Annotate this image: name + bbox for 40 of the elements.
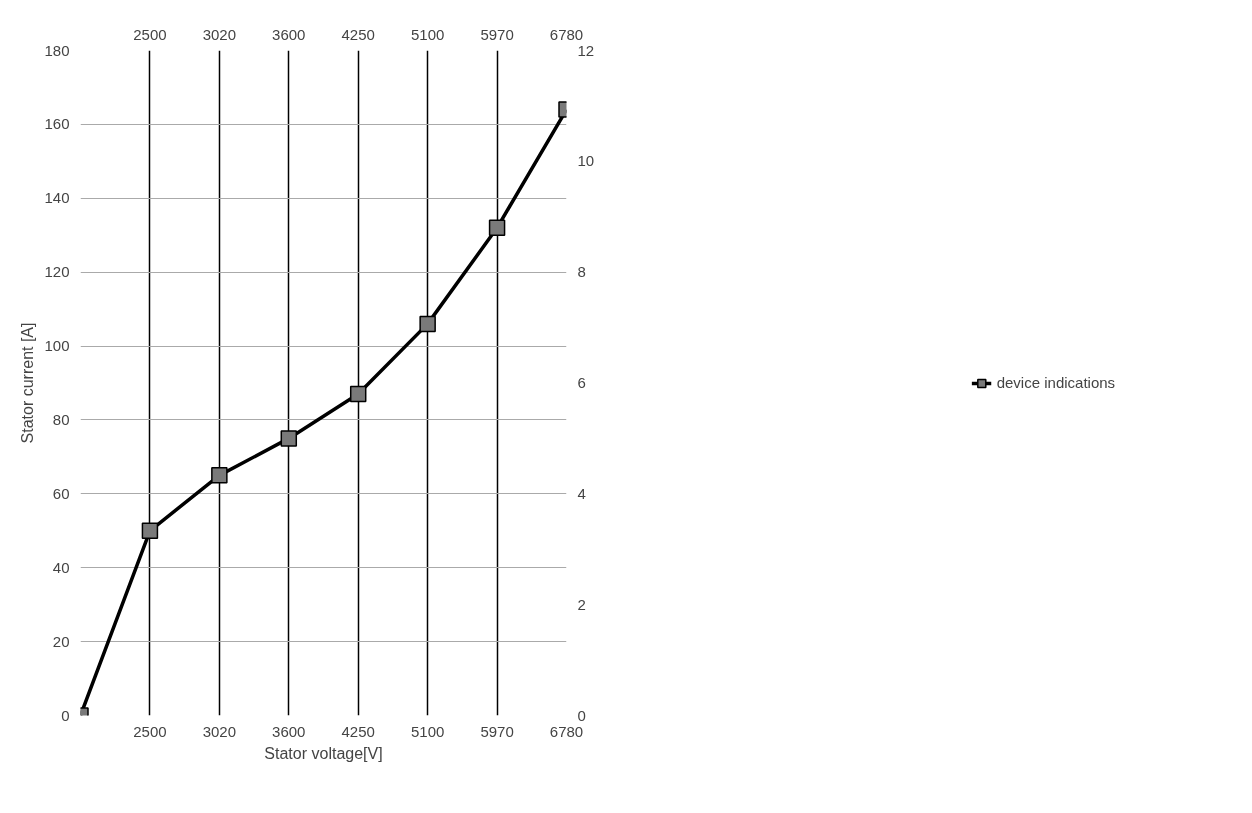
point — [211, 467, 228, 484]
x-tick-label: 2500 — [133, 722, 167, 740]
y-tick-label: 180 — [44, 41, 70, 59]
y-tick-label: 100 — [44, 337, 70, 355]
category-label: 5970 — [480, 25, 514, 43]
category-label: 6780 — [549, 25, 584, 43]
point — [419, 315, 436, 333]
category-label: 3020 — [202, 25, 237, 43]
y-tick-label: 160 — [44, 115, 70, 133]
y2-tick-label: 0 — [577, 706, 586, 724]
category-label: 4250 — [341, 25, 375, 43]
x-tick-label: 4250 — [341, 722, 375, 740]
x-tick-label: 5100 — [410, 722, 445, 740]
point — [280, 430, 298, 447]
category-label: 3600 — [272, 25, 306, 43]
x-tick-label: 3020 — [202, 722, 237, 740]
y-tick-label: 80 — [52, 410, 70, 428]
y2-tick-label: 12 — [577, 41, 595, 59]
x-tick-label: 6780 — [549, 722, 584, 740]
point — [141, 522, 159, 540]
y2-tick-label: 4 — [577, 484, 586, 502]
y-tick-label: 120 — [44, 263, 70, 281]
category-label: 5100 — [410, 25, 445, 43]
category-label: 2500 — [133, 25, 167, 43]
point — [488, 219, 506, 237]
y-axis-title: Stator current [A] — [19, 322, 37, 444]
x-tick-label: 5970 — [480, 722, 514, 740]
y-tick-label: 20 — [52, 632, 70, 650]
x-tick-label: 3600 — [272, 722, 306, 740]
y2-tick-label: 10 — [577, 152, 595, 170]
y-tick-label: 40 — [52, 558, 70, 576]
x-axis-title: Stator voltage[V] — [264, 744, 383, 762]
point — [349, 385, 367, 403]
y-tick-label: 60 — [52, 484, 70, 502]
y2-tick-label: 6 — [577, 374, 586, 391]
y-tick-label: 140 — [44, 189, 70, 207]
y2-tick-label: 2 — [577, 595, 586, 613]
y2-tick-label: 8 — [577, 263, 586, 281]
legend-label: device indications — [996, 374, 1116, 391]
y-tick-label: 0 — [61, 706, 70, 724]
